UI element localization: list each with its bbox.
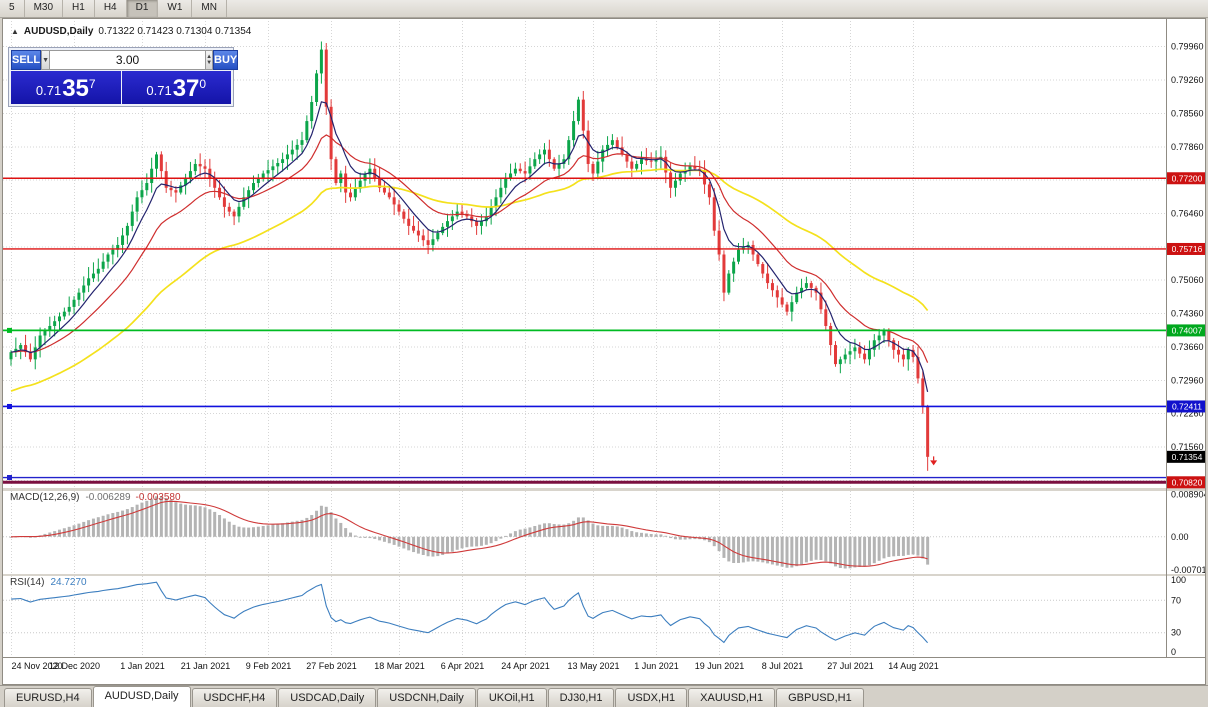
- svg-text:0.76460: 0.76460: [1171, 209, 1204, 219]
- svg-text:27 Jul 2021: 27 Jul 2021: [827, 661, 874, 671]
- volume-down-icon[interactable]: ▼: [206, 60, 213, 66]
- svg-text:18 Mar 2021: 18 Mar 2021: [374, 661, 425, 671]
- price-axis[interactable]: 0.799600.792600.785600.778600.771600.764…: [12, 42, 1206, 671]
- sell-button[interactable]: SELL: [11, 50, 42, 70]
- svg-text:-0.00701: -0.00701: [1171, 565, 1205, 575]
- buy-button[interactable]: BUY: [213, 50, 239, 70]
- buy-price-sup: 0: [199, 77, 207, 91]
- buy-price-prefix: 0.71: [146, 83, 172, 98]
- chart-tab-ukoil[interactable]: UKOil,H1: [476, 688, 547, 707]
- rsi-indicator-label: RSI(14) 24.7270: [10, 577, 87, 588]
- svg-text:0.73660: 0.73660: [1171, 342, 1204, 352]
- svg-text:0.00: 0.00: [1171, 532, 1189, 542]
- candles-layer: [3, 41, 1166, 484]
- svg-text:30: 30: [1171, 628, 1181, 638]
- buy-price-big: 37: [172, 75, 200, 102]
- one-click-toggle-icon[interactable]: ▲: [11, 27, 19, 36]
- svg-text:8 Jul 2021: 8 Jul 2021: [762, 661, 804, 671]
- svg-text:0.79260: 0.79260: [1171, 75, 1204, 85]
- timeframe-button-d1[interactable]: D1: [126, 0, 159, 17]
- svg-text:0.72960: 0.72960: [1171, 375, 1204, 385]
- svg-text:0.72260: 0.72260: [1171, 409, 1204, 419]
- svg-text:6 Apr 2021: 6 Apr 2021: [441, 661, 485, 671]
- timeframe-button-h1[interactable]: H1: [63, 0, 95, 17]
- timeframe-toolbar: 5 M30 H1 H4 D1 W1 MN: [0, 0, 1208, 18]
- timeframe-button-m30[interactable]: M30: [25, 0, 64, 17]
- chart-tab-usdx[interactable]: USDX,H1: [615, 688, 688, 707]
- svg-text:0.70820: 0.70820: [1172, 477, 1203, 487]
- volume-up-icon[interactable]: ▲: [206, 54, 213, 60]
- svg-text:14 Aug 2021: 14 Aug 2021: [888, 661, 939, 671]
- svg-text:0.71354: 0.71354: [1172, 452, 1203, 462]
- chart-tab-eurusd[interactable]: EURUSD,H4: [4, 688, 92, 707]
- one-click-trade-panel: SELL ▼ ▲ ▼ BUY 0.71 35 7 0.71 37 0: [8, 47, 239, 107]
- hline-handle[interactable]: [7, 327, 12, 333]
- chart-tab-usdcnh[interactable]: USDCNH,Daily: [377, 688, 476, 707]
- chart-tab-gbpusd[interactable]: GBPUSD,H1: [776, 688, 864, 707]
- hline-handle[interactable]: [7, 403, 12, 409]
- svg-text:0.77860: 0.77860: [1171, 142, 1204, 152]
- chart-area[interactable]: 0.799600.792600.785600.778600.771600.764…: [2, 18, 1206, 685]
- sell-price-display[interactable]: 0.71 35 7: [11, 71, 121, 104]
- svg-text:12 Dec 2020: 12 Dec 2020: [49, 661, 100, 671]
- volume-input[interactable]: [50, 50, 207, 70]
- svg-text:0.75060: 0.75060: [1171, 275, 1204, 285]
- svg-text:0.72411: 0.72411: [1172, 401, 1202, 411]
- svg-text:0: 0: [1171, 647, 1176, 657]
- svg-text:0.74007: 0.74007: [1172, 325, 1203, 335]
- svg-text:24 Apr 2021: 24 Apr 2021: [501, 661, 550, 671]
- sell-arrow-marker: [930, 460, 938, 466]
- chart-title: ▲ AUDUSD,Daily 0.71322 0.71423 0.71304 0…: [11, 26, 251, 37]
- volume-stepper[interactable]: ▲ ▼: [206, 50, 214, 70]
- svg-text:100: 100: [1171, 575, 1186, 585]
- svg-text:0.008904: 0.008904: [1171, 489, 1205, 499]
- svg-text:0.74360: 0.74360: [1171, 309, 1204, 319]
- chart-tab-usdcad[interactable]: USDCAD,Daily: [278, 688, 377, 707]
- svg-text:27 Feb 2021: 27 Feb 2021: [306, 661, 357, 671]
- svg-text:0.71560: 0.71560: [1171, 442, 1204, 452]
- chart-tab-xauusd[interactable]: XAUUSD,H1: [688, 688, 776, 707]
- svg-text:0.77200: 0.77200: [1172, 173, 1203, 183]
- svg-text:1 Jan 2021: 1 Jan 2021: [120, 661, 165, 671]
- timeframe-button-mn[interactable]: MN: [192, 0, 227, 17]
- chart-tab-dj30[interactable]: DJ30,H1: [547, 688, 615, 707]
- svg-text:1 Jun 2021: 1 Jun 2021: [634, 661, 679, 671]
- sell-price-sup: 7: [88, 77, 96, 91]
- svg-text:0.75716: 0.75716: [1172, 244, 1203, 254]
- svg-text:13 May 2021: 13 May 2021: [567, 661, 619, 671]
- sell-price-big: 35: [62, 75, 89, 102]
- svg-text:0.79960: 0.79960: [1171, 42, 1204, 52]
- grid-layer: [3, 21, 1166, 657]
- chart-tab-audusd[interactable]: AUDUSD,Daily: [92, 686, 191, 707]
- chart-symbol-period: AUDUSD,Daily: [23, 26, 94, 37]
- buy-price-display[interactable]: 0.71 37 0: [121, 71, 231, 104]
- volume-dropdown-icon[interactable]: ▼: [41, 50, 51, 70]
- svg-text:9 Feb 2021: 9 Feb 2021: [246, 661, 292, 671]
- symbol-tabbar: EURUSD,H4 AUDUSD,Daily USDCHF,H4 USDCAD,Dai…: [0, 685, 1208, 707]
- svg-text:0.78560: 0.78560: [1171, 108, 1204, 118]
- timeframe-button-w1[interactable]: W1: [158, 0, 193, 17]
- timeframe-button-5[interactable]: 5: [0, 0, 25, 17]
- chart-ohlc-values: 0.71322 0.71423 0.71304 0.71354: [98, 26, 252, 37]
- chart-tab-usdchf[interactable]: USDCHF,H4: [191, 688, 278, 707]
- price-chart-canvas[interactable]: 0.799600.792600.785600.778600.771600.764…: [3, 19, 1205, 684]
- svg-text:70: 70: [1171, 595, 1181, 605]
- indicator-panes-layer: [3, 19, 1205, 658]
- svg-text:19 Jun 2021: 19 Jun 2021: [695, 661, 745, 671]
- hline-handle[interactable]: [7, 475, 12, 481]
- svg-text:24 Nov 2020: 24 Nov 2020: [12, 661, 63, 671]
- sell-price-prefix: 0.71: [35, 83, 62, 98]
- macd-indicator-label: MACD(12,26,9) -0.006289 -0.003580: [10, 492, 181, 503]
- svg-text:21 Jan 2021: 21 Jan 2021: [181, 661, 231, 671]
- timeframe-button-h4[interactable]: H4: [95, 0, 127, 17]
